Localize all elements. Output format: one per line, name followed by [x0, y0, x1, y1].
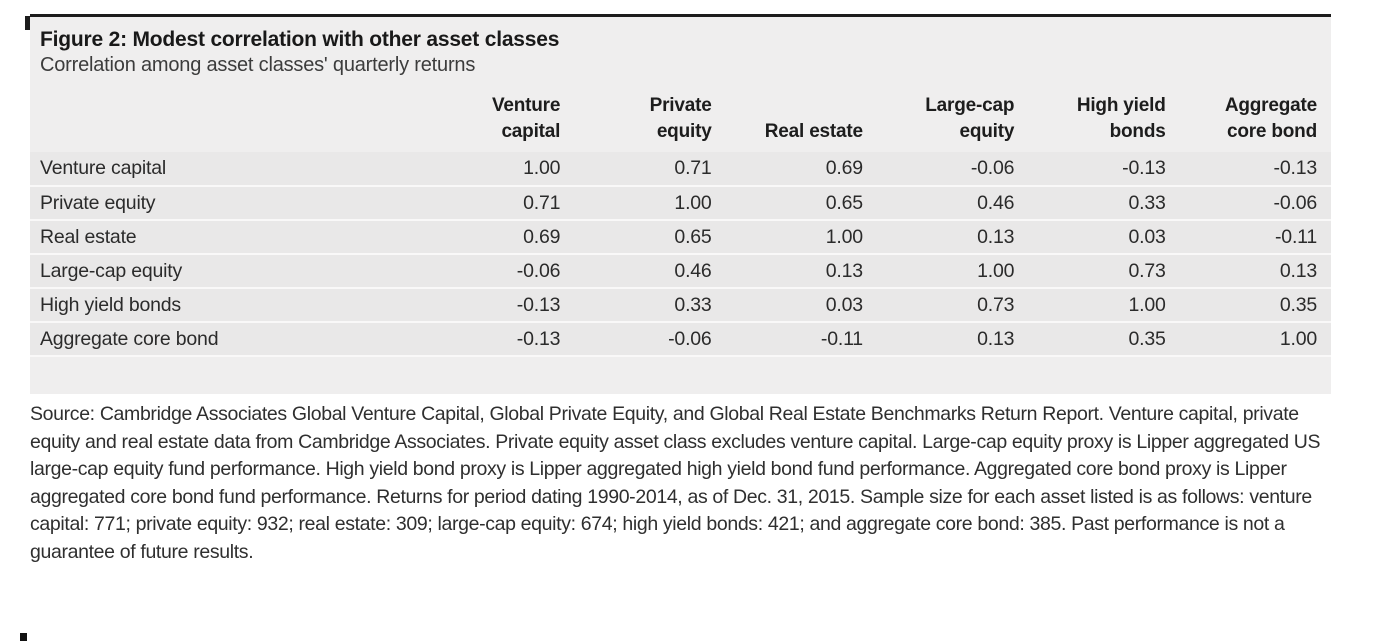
column-header-private-equity: Private equity — [574, 93, 725, 152]
table-header-row: Venture capital Private equity Real esta… — [30, 93, 1331, 152]
correlation-cell: -0.13 — [1028, 152, 1180, 187]
row-label: Aggregate core bond — [30, 322, 423, 357]
correlation-cell: -0.06 — [876, 152, 1029, 187]
correlation-cell: 0.73 — [1028, 254, 1180, 289]
top-rule-divider — [30, 14, 1331, 17]
correlation-cell: 0.03 — [725, 288, 877, 323]
correlation-cell: 1.00 — [1179, 322, 1331, 357]
column-header-large-cap-equity: Large-cap equity — [877, 93, 1028, 152]
correlation-cell: -0.11 — [1179, 220, 1331, 255]
correlation-cell: 0.33 — [574, 288, 726, 323]
row-label: High yield bonds — [30, 288, 423, 323]
column-header-label: Venture capital — [491, 95, 561, 142]
row-label: Real estate — [30, 220, 423, 255]
correlation-cell: 0.03 — [1028, 220, 1180, 255]
correlation-cell: 0.13 — [876, 220, 1029, 255]
correlation-cell: 1.00 — [876, 254, 1029, 289]
correlation-cell: 0.73 — [876, 288, 1029, 323]
correlation-cell: 1.00 — [574, 186, 726, 221]
correlation-cell: 0.35 — [1179, 288, 1331, 323]
column-header-label: Aggregate core bond — [1224, 95, 1317, 142]
correlation-cell: 0.46 — [574, 254, 726, 289]
correlation-cell: 0.35 — [1028, 322, 1180, 357]
top-left-tick-mark — [25, 16, 30, 30]
correlation-cell: 1.00 — [422, 152, 575, 187]
column-header-label: Real estate — [764, 121, 863, 142]
correlation-cell: 0.46 — [876, 186, 1029, 221]
column-header-aggregate-core-bond: Aggregate core bond — [1180, 93, 1331, 152]
correlation-cell: 0.69 — [422, 220, 575, 255]
table-row-venture-capital: Venture capital 1.00 0.71 0.69 -0.06 -0.… — [30, 152, 1331, 187]
correlation-cell: 0.71 — [422, 186, 575, 221]
column-header-label: Private equity — [649, 95, 712, 142]
figure-title: Figure 2: Modest correlation with other … — [40, 28, 560, 51]
correlation-cell: -0.06 — [574, 322, 726, 357]
correlation-cell: 0.65 — [574, 220, 726, 255]
table-row-private-equity: Private equity 0.71 1.00 0.65 0.46 0.33 … — [30, 186, 1331, 221]
table-corner-cell — [30, 93, 423, 152]
correlation-table: Venture capital Private equity Real esta… — [30, 93, 1331, 357]
correlation-cell: -0.11 — [725, 322, 877, 357]
correlation-cell: -0.13 — [1179, 152, 1331, 187]
column-header-label: Large-cap equity — [925, 95, 1015, 142]
correlation-cell: 1.00 — [725, 220, 877, 255]
figure-subtitle: Correlation among asset classes' quarter… — [40, 54, 476, 76]
correlation-cell: 0.33 — [1028, 186, 1180, 221]
correlation-cell: 0.13 — [876, 322, 1029, 357]
figure-panel: Figure 2: Modest correlation with other … — [30, 17, 1331, 394]
source-footnote: Source: Cambridge Associates Global Vent… — [30, 403, 1321, 563]
column-header-label: High yield bonds — [1076, 95, 1166, 142]
correlation-cell: 0.65 — [725, 186, 877, 221]
correlation-cell: -0.13 — [422, 322, 575, 357]
table-row-large-cap-equity: Large-cap equity -0.06 0.46 0.13 1.00 0.… — [30, 254, 1331, 289]
column-header-high-yield-bonds: High yield bonds — [1028, 93, 1179, 152]
correlation-cell: -0.06 — [422, 254, 575, 289]
row-label: Large-cap equity — [30, 254, 423, 289]
table-row-aggregate-core-bond: Aggregate core bond -0.13 -0.06 -0.11 0.… — [30, 322, 1331, 357]
bottom-left-tick-mark — [20, 633, 27, 641]
table-row-high-yield-bonds: High yield bonds -0.13 0.33 0.03 0.73 1.… — [30, 288, 1331, 323]
row-label: Venture capital — [30, 152, 423, 187]
correlation-cell: -0.06 — [1179, 186, 1331, 221]
correlation-cell: 1.00 — [1028, 288, 1180, 323]
row-label: Private equity — [30, 186, 423, 221]
column-header-real-estate: Real estate — [726, 93, 877, 152]
column-header-venture-capital: Venture capital — [423, 93, 574, 152]
correlation-cell: -0.13 — [422, 288, 575, 323]
correlation-cell: 0.69 — [725, 152, 877, 187]
correlation-cell: 0.13 — [725, 254, 877, 289]
correlation-cell: 0.13 — [1179, 254, 1331, 289]
correlation-cell: 0.71 — [574, 152, 726, 187]
table-row-real-estate: Real estate 0.69 0.65 1.00 0.13 0.03 -0.… — [30, 220, 1331, 255]
